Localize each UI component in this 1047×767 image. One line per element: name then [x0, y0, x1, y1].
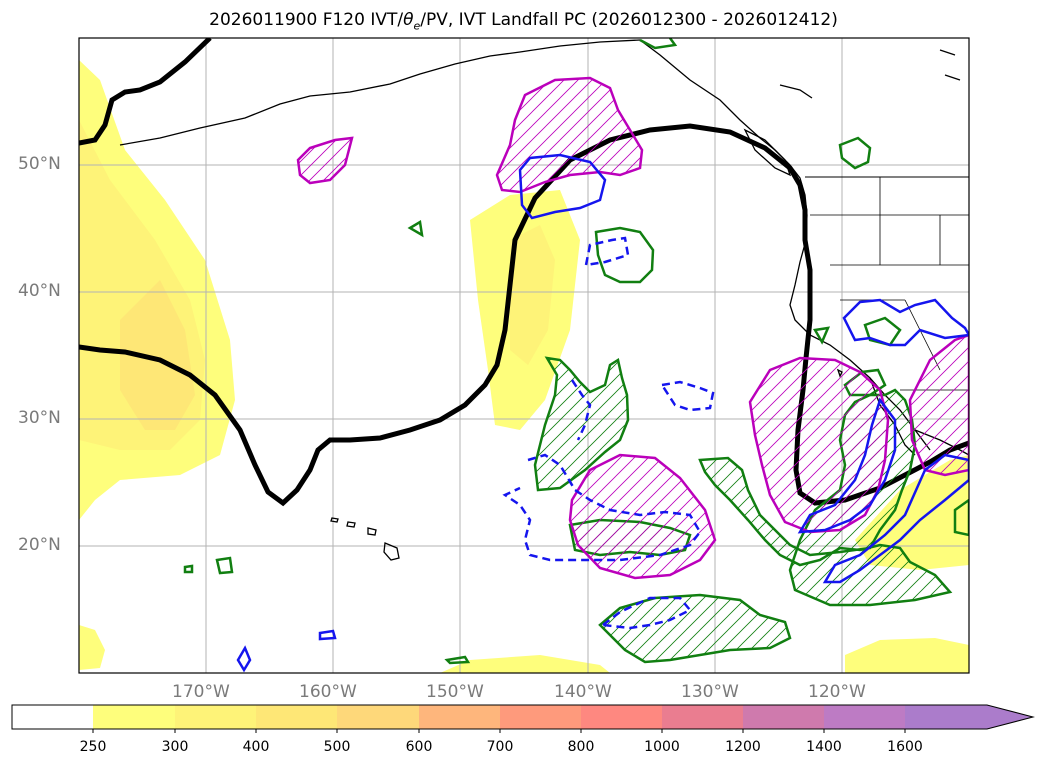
lon-label-120w: 120°W	[808, 682, 866, 702]
ivt-region-southwest	[79, 625, 105, 670]
title-rest: /PV, IVT Landfall PC (2026012300 - 20260…	[420, 10, 838, 30]
lon-label-150w: 150°W	[426, 682, 484, 702]
colorbar-tick-label: 600	[405, 739, 433, 755]
green-region-12	[953, 498, 969, 537]
blue-dashed-5	[599, 596, 692, 630]
colorbar-extend-arrow	[987, 705, 1033, 729]
colorbar-bin-above-1600	[905, 705, 987, 729]
colorbar-tick-label: 800	[567, 739, 595, 755]
colorbar-bin-300-400	[175, 705, 256, 729]
colorbar-bin-800-1000	[581, 705, 662, 729]
green-region-6	[838, 136, 872, 170]
colorbar-bin-1400-1600	[824, 705, 905, 729]
blue-contour-1	[518, 153, 607, 220]
title-theta-subscript-text: e	[413, 19, 421, 33]
hawaii-kauai	[330, 517, 339, 523]
pv-contour-north	[79, 38, 212, 146]
lat-label-40n: 40°N	[18, 281, 61, 301]
ivt-region-southeast	[855, 455, 969, 570]
lon-label-140w: 140°W	[554, 682, 612, 702]
ivt-region-central-core	[510, 225, 555, 365]
lat-label-20n: 20°N	[18, 535, 61, 555]
title-main: 2026011900 F120 IVT/	[209, 10, 404, 30]
title-theta: θ	[403, 10, 414, 30]
colorbar-bin-500-600	[337, 705, 419, 729]
magenta-region-2	[296, 136, 354, 185]
hawaii-big-island	[383, 542, 400, 561]
colorbar-tick-marks	[92, 729, 906, 733]
green-region-8	[407, 219, 424, 238]
blue-dashed-2	[659, 380, 715, 412]
ivt-region-bottom	[440, 655, 610, 673]
green-region-7	[639, 38, 678, 50]
ivt-region-west-inner	[120, 280, 195, 430]
blue-contour-3	[797, 397, 897, 534]
colorbar-bin-400-500	[256, 705, 337, 729]
green-region-11	[444, 655, 471, 665]
map-frame	[78, 37, 970, 674]
green-region-13	[812, 326, 831, 345]
colorbar-tick-label: 250	[79, 739, 107, 755]
figure-title: 2026011900 F120 IVT/θe/PV, IVT Landfall …	[0, 10, 1047, 32]
colorbar-tick-label: 1000	[644, 739, 680, 755]
green-region-15	[863, 316, 902, 347]
colorbar	[11, 704, 1035, 733]
title-theta-subscript: e	[413, 19, 420, 32]
green-region-3	[598, 593, 792, 664]
colorbar-tick-label: 1400	[806, 739, 842, 755]
lat-label-50n: 50°N	[18, 154, 61, 174]
green-region-9	[215, 556, 234, 575]
blue-contour-2	[842, 298, 969, 347]
magenta-region-1	[495, 76, 644, 194]
colorbar-outline	[11, 704, 1035, 730]
lat-label-30n: 30°N	[18, 408, 61, 428]
colorbar-tick-label: 500	[323, 739, 351, 755]
northern-islands	[779, 49, 961, 99]
blue-dashed-1	[584, 236, 630, 267]
lon-label-160w: 160°W	[299, 682, 357, 702]
colorbar-bin-600-700	[419, 705, 500, 729]
blue-contours	[236, 153, 969, 673]
hawaii-oahu	[346, 521, 356, 528]
blue-contour-5	[318, 629, 337, 641]
colorbar-bin-1200-1400	[743, 705, 824, 729]
vancouver-island	[743, 128, 792, 177]
magenta-region-3	[568, 453, 717, 580]
colorbar-tick-label: 300	[161, 739, 189, 755]
blue-dashed-4	[502, 453, 702, 562]
colorbar-tick-label: 700	[486, 739, 514, 755]
ivt-region-south	[845, 638, 969, 673]
colorbar-tick-label: 400	[242, 739, 270, 755]
lon-label-170w: 170°W	[172, 682, 230, 702]
colorbar-bin-700-800	[500, 705, 581, 729]
alaska-coastline	[119, 39, 641, 146]
colorbar-tick-label: 1600	[887, 739, 923, 755]
green-region-1	[533, 356, 630, 492]
green-region-5	[594, 226, 655, 284]
hawaii-maui	[367, 527, 377, 536]
magenta-contours	[296, 76, 969, 580]
colorbar-bin-1000-1200	[662, 705, 743, 729]
lon-label-130w: 130°W	[681, 682, 739, 702]
green-region-10	[183, 564, 194, 574]
colorbar-bin-250-300	[93, 705, 175, 729]
ivt-shading	[79, 60, 969, 673]
blue-dashed-3	[570, 379, 592, 441]
colorbar-bin-below-250	[12, 705, 93, 729]
blue-contour-4	[822, 453, 969, 584]
colorbar-tick-label: 1200	[725, 739, 761, 755]
blue-contour-6	[236, 645, 252, 673]
magenta-region-5	[908, 333, 969, 477]
